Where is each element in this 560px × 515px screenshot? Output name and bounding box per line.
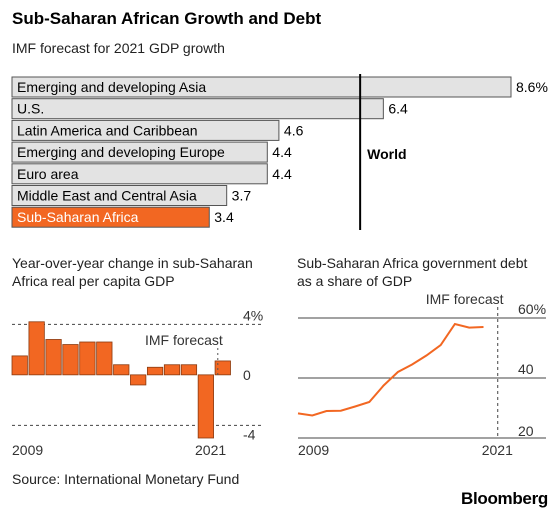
bar-label-1: U.S. <box>17 101 44 117</box>
bar-value-2: 4.6 <box>284 122 304 138</box>
debt-forecast-annotation: IMF forecast <box>426 291 504 307</box>
bar-label-5: Middle East and Central Asia <box>17 188 197 204</box>
debt-y-tick-0: 60% <box>518 301 546 317</box>
debt-y-tick-2: 20 <box>518 423 534 439</box>
bar-value-1: 6.4 <box>388 101 408 117</box>
bar-2 <box>11 119 280 141</box>
gdp-bar-2020 <box>197 374 214 439</box>
chart-title: Sub-Saharan African Growth and Debt <box>12 9 322 28</box>
gdp-bar-2009 <box>11 355 28 376</box>
y-tick-0: 4% <box>243 307 263 323</box>
bar-value-4: 4.4 <box>272 166 292 182</box>
gdp-bar-2013 <box>79 341 96 376</box>
gdp-bar-2012 <box>62 344 79 376</box>
gdp-bar-2015 <box>113 364 130 376</box>
per-capita-gdp-chart: 4% 0 -4 IMF forecast 2009 2021 <box>11 307 263 458</box>
bar-label-3: Emerging and developing Europe <box>17 144 225 160</box>
gdp-bar-2010 <box>28 321 45 376</box>
forecast-annotation: IMF forecast <box>145 332 223 348</box>
right-panel-title: Sub-Saharan Africa government debt as a … <box>297 255 528 289</box>
y-tick-1: 0 <box>243 367 251 383</box>
bar-6 <box>11 206 210 228</box>
debt-x-label-start: 2009 <box>298 442 329 458</box>
bar-3 <box>11 141 268 163</box>
government-debt-chart: 60% 40 20 IMF forecast 2009 2021 <box>297 291 546 458</box>
bloomberg-logo: Bloomberg <box>460 489 548 508</box>
growth-bar-chart: Emerging and developing Asia 8.6% U.S. 6.4 L… <box>11 74 548 230</box>
chart-subtitle: IMF forecast for 2021 GDP growth <box>12 40 225 56</box>
y-tick-2: -4 <box>243 426 256 442</box>
bar-label-4: Euro area <box>17 166 79 182</box>
debt-y-tick-1: 40 <box>518 361 534 377</box>
bar-value-6: 3.4 <box>214 209 234 225</box>
bar-label-0: Emerging and developing Asia <box>17 79 206 95</box>
bar-value-3: 4.4 <box>272 144 292 160</box>
bar-1 <box>11 98 384 120</box>
bar-label-6: Sub-Saharan Africa <box>17 209 139 225</box>
gdp-bar-2018 <box>163 364 181 376</box>
gdp-bar-2017 <box>146 366 164 376</box>
bar-value-0: 8.6% <box>516 79 548 95</box>
gdp-bar-2019 <box>180 364 198 376</box>
gdp-bar-2011 <box>45 339 62 376</box>
debt-line <box>297 322 484 417</box>
bar-label-2: Latin America and Caribbean <box>17 122 198 138</box>
source-note: Source: International Monetary Fund <box>12 471 240 487</box>
world-label: World <box>367 146 406 162</box>
bar-value-5: 3.7 <box>232 188 252 204</box>
gdp-bar-2021 <box>214 360 231 376</box>
bar-4 <box>11 163 268 185</box>
x-label-end: 2021 <box>195 442 226 458</box>
bar-0 <box>11 76 512 98</box>
debt-x-label-end: 2021 <box>482 442 513 458</box>
x-label-start: 2009 <box>12 442 43 458</box>
left-panel-title: Year-over-year change in sub-Saharan Afr… <box>12 255 253 289</box>
bar-5 <box>11 185 228 206</box>
gdp-bar-2016 <box>130 374 147 386</box>
gdp-bar-2014 <box>96 341 113 376</box>
